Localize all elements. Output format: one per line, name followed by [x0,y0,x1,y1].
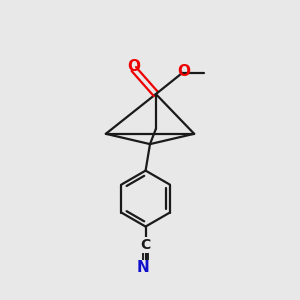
Text: C: C [140,238,151,252]
Text: O: O [177,64,190,79]
Text: N: N [137,260,150,275]
Text: O: O [127,59,140,74]
